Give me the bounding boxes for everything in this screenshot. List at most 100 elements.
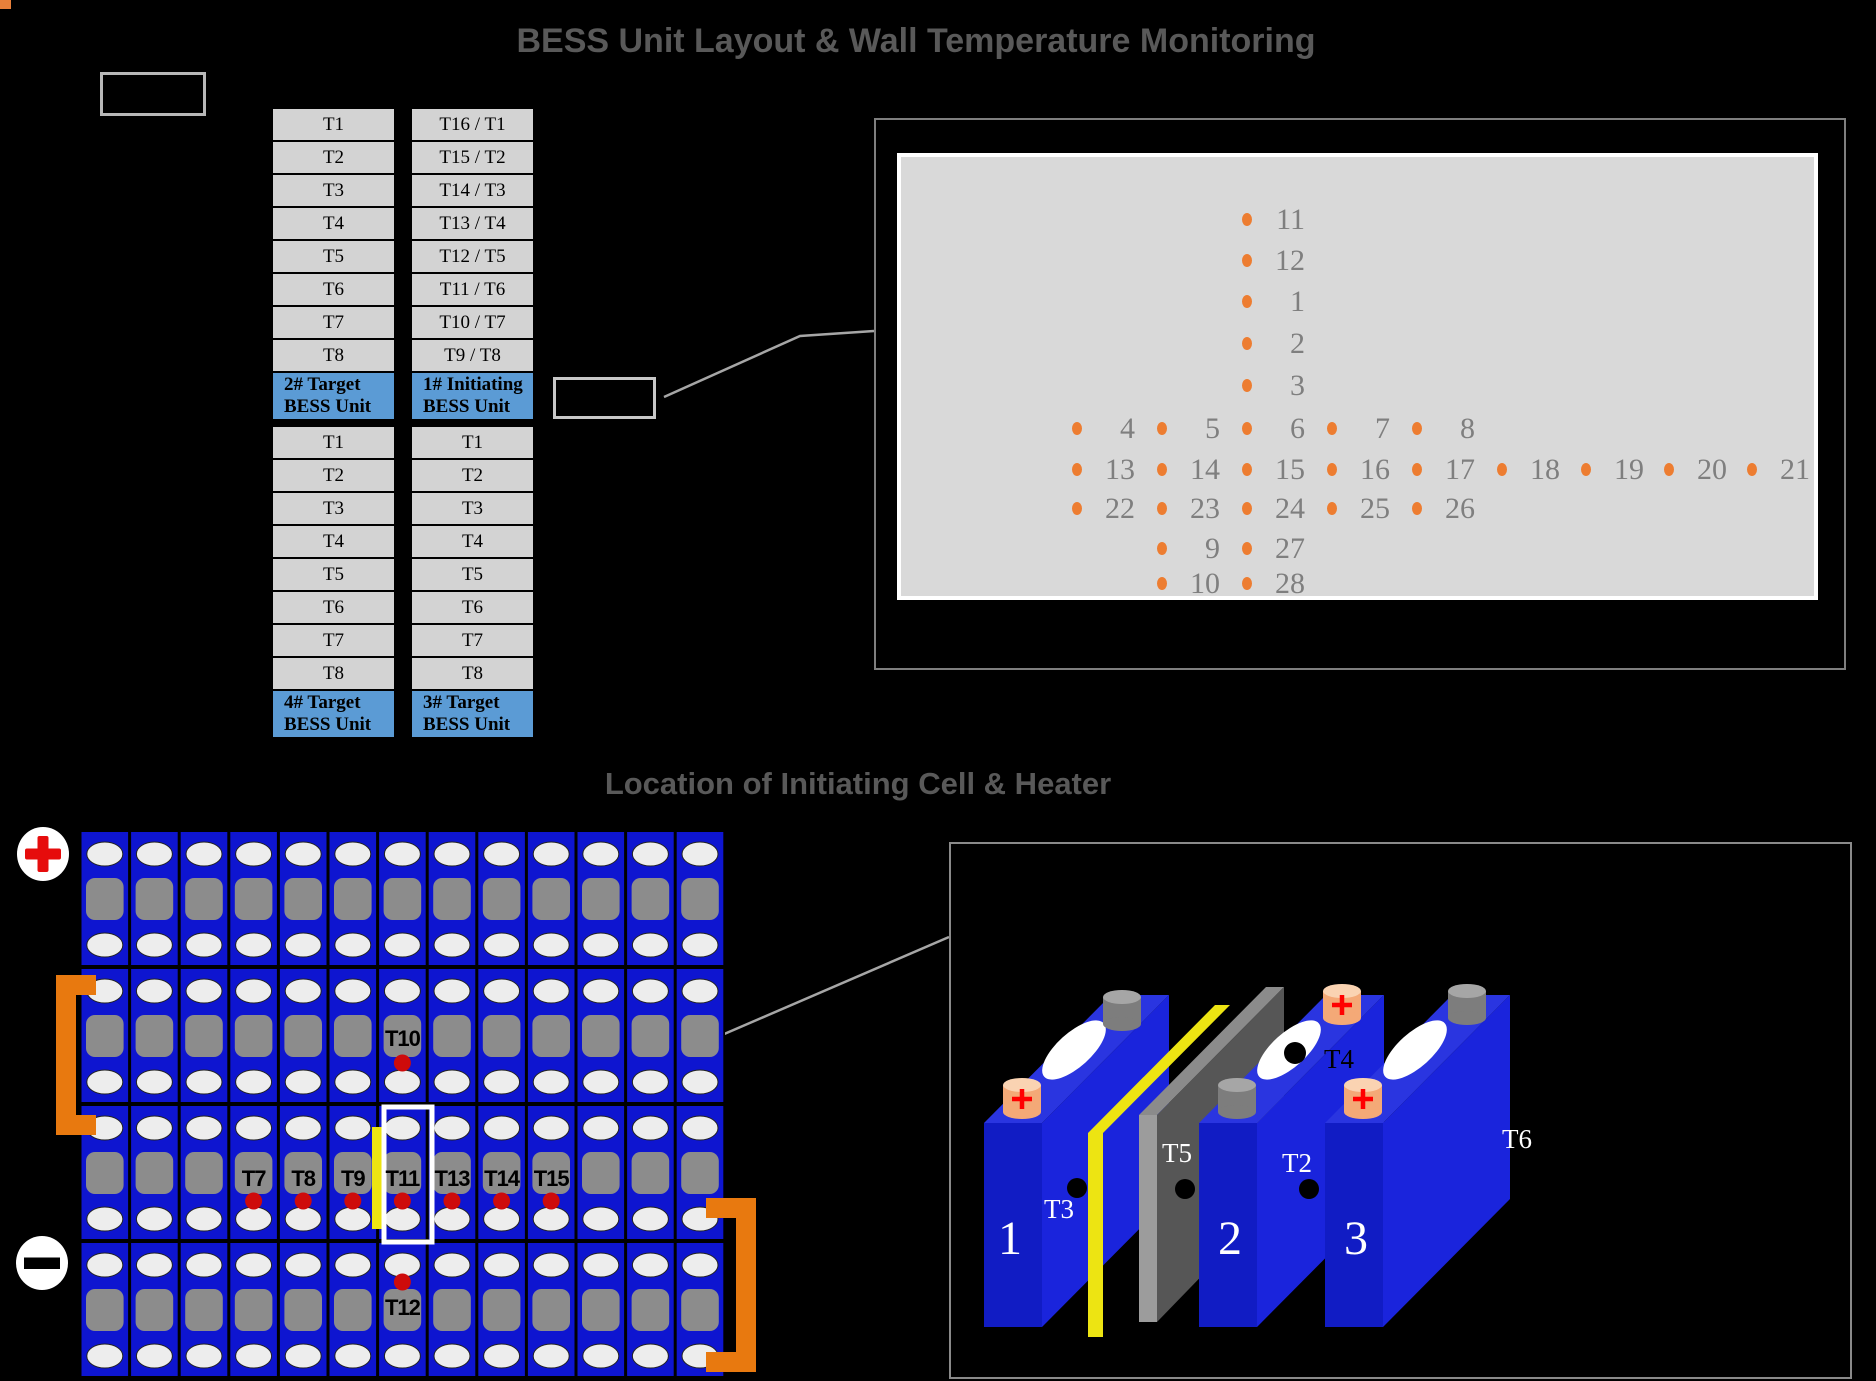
pack-cell (131, 1106, 178, 1239)
pack-cell (676, 1243, 724, 1376)
wall-sensor-number: 4 (1120, 412, 1135, 445)
pack-cell (577, 1243, 625, 1376)
wall-sensor-number: 23 (1190, 492, 1220, 525)
pack-cell (180, 969, 228, 1102)
wall-sensor-number: 25 (1360, 492, 1390, 525)
pack-cell (577, 969, 625, 1102)
pack-cell (329, 969, 377, 1102)
wall-sensor-number: 20 (1697, 453, 1727, 486)
wall-sensor-dot (1242, 542, 1252, 555)
temp-cell: T14 / T3 (412, 175, 533, 206)
pack-sensor-dot (542, 1192, 560, 1210)
wall-sensor-dot (1327, 463, 1337, 476)
pack-cell (329, 1243, 377, 1376)
pack-cell (478, 832, 525, 965)
pack-cell (230, 1243, 277, 1376)
sensor-dot-t5 (1175, 1179, 1195, 1199)
positive-terminal-icon (1344, 1078, 1382, 1119)
bess-unit-table-4: T1 T2 T3 T4 T5 T6 T7 T8 4# Target BESS Unit (273, 427, 394, 737)
pack-sensor-label: T13 (435, 1166, 471, 1191)
unit-header-line1: 2# Target (284, 374, 361, 395)
wall-sensor-dot (1412, 463, 1422, 476)
pack-cell (527, 969, 575, 1102)
unit-header-line2: BESS Unit (423, 714, 511, 735)
wall-sensor-number: 17 (1445, 453, 1475, 486)
negative-terminal-icon (1448, 984, 1486, 1025)
wall-sensor-dot (1412, 422, 1422, 435)
sensor-label-t3: T3 (1044, 1194, 1074, 1224)
wall-sensor-dot (1242, 213, 1252, 226)
negative-terminal-icon (1103, 990, 1141, 1031)
temp-cell: T9 / T8 (412, 340, 533, 371)
callout-box-initiating-wall (553, 377, 656, 419)
cell-1: T3 1 (984, 990, 1169, 1327)
sensor-dot-t3 (1067, 1178, 1087, 1198)
vent-ellipse (1383, 1020, 1447, 1080)
temp-cell: T8 (273, 658, 394, 689)
wall-sensor-dot (1072, 463, 1082, 476)
wall-sensor-dot (1157, 542, 1167, 555)
pack-sensor-label: T7 (242, 1166, 266, 1191)
wall-sensor-number: 8 (1460, 412, 1475, 445)
temp-cell: T5 (412, 559, 533, 590)
battery-pack-svg: T7 T8 T9 T11 T13 T14 T15 T10 T12 (16, 827, 756, 1378)
pack-cell (131, 969, 178, 1102)
pack-sensor-label: T11 (386, 1166, 420, 1191)
pack-cell (279, 969, 327, 1102)
wall-sensor-dot (1242, 337, 1252, 350)
wall-sensor-dot (1242, 379, 1252, 392)
heater-sheet (1088, 1005, 1230, 1337)
unit-header-1: 1# Initiating BESS Unit (412, 373, 533, 419)
unit-header-3: 3# Target BESS Unit (412, 691, 533, 737)
sensor-label-t5: T5 (1162, 1138, 1192, 1168)
wall-temperature-panel: 11 12 1 2 3 4 5 6 7 8 13 14 15 16 17 18 19 20 21 22 23 24 25 26… (874, 118, 1846, 670)
temp-cell: T15 / T2 (412, 142, 533, 173)
temp-cell: T1 (273, 109, 394, 140)
temp-cell: T1 (273, 427, 394, 458)
pack-cell (428, 1243, 476, 1376)
wall-sensor-dot (1157, 463, 1167, 476)
initiating-cell-detail-panel: T3 1 T5 (949, 842, 1852, 1379)
wall-sensor-number: 3 (1290, 369, 1305, 402)
pack-sensor-label: T8 (291, 1166, 315, 1191)
unit-header-2: 2# Target BESS Unit (273, 373, 394, 419)
pack-cell (627, 969, 674, 1102)
cell-2: T4 T2 2 (1199, 984, 1384, 1327)
pack-sensor-dot (294, 1192, 312, 1210)
pack-cell (627, 1243, 674, 1376)
pack-sensor-label: T9 (341, 1166, 365, 1191)
wall-sensor-dot (1581, 463, 1591, 476)
wall-sensor-number: 13 (1105, 453, 1135, 486)
pack-cell (627, 832, 674, 965)
sensor-label-t4: T4 (1324, 1044, 1354, 1074)
temp-cell: T8 (273, 340, 394, 371)
temp-cell: T7 (273, 625, 394, 656)
pack-cell (676, 1106, 724, 1239)
pack-cell (279, 1243, 327, 1376)
pack-cell (230, 1106, 277, 1239)
temp-cell: T11 / T6 (412, 274, 533, 305)
unit-header-line1: 4# Target (284, 692, 361, 713)
temp-cell: T5 (273, 559, 394, 590)
pack-cell (379, 969, 426, 1102)
page-title: BESS Unit Layout & Wall Temperature Moni… (516, 22, 1316, 60)
pack-sensor-dot (245, 1192, 263, 1210)
wall-sensor-number: 7 (1375, 412, 1390, 445)
pack-cell (131, 1243, 178, 1376)
heater-strip (372, 1127, 384, 1229)
wall-sensor-number: 5 (1205, 412, 1220, 445)
wall-sensor-dot (1157, 502, 1167, 515)
temp-cell: T16 / T1 (412, 109, 533, 140)
wall-sensor-dot (1242, 502, 1252, 515)
wall-sensor-number: 15 (1275, 453, 1305, 486)
wall-sensor-number: 19 (1614, 453, 1644, 486)
section-title: Location of Initiating Cell & Heater (604, 766, 1112, 801)
wall-sensor-number: 27 (1275, 532, 1305, 565)
wall-sensor-number: 16 (1360, 453, 1390, 486)
wall-sensor-number: 26 (1445, 492, 1475, 525)
pack-cell (81, 1243, 129, 1376)
pack-cell (428, 832, 476, 965)
pack-cell (428, 1106, 476, 1239)
wall-sensor-number: 9 (1205, 532, 1220, 565)
